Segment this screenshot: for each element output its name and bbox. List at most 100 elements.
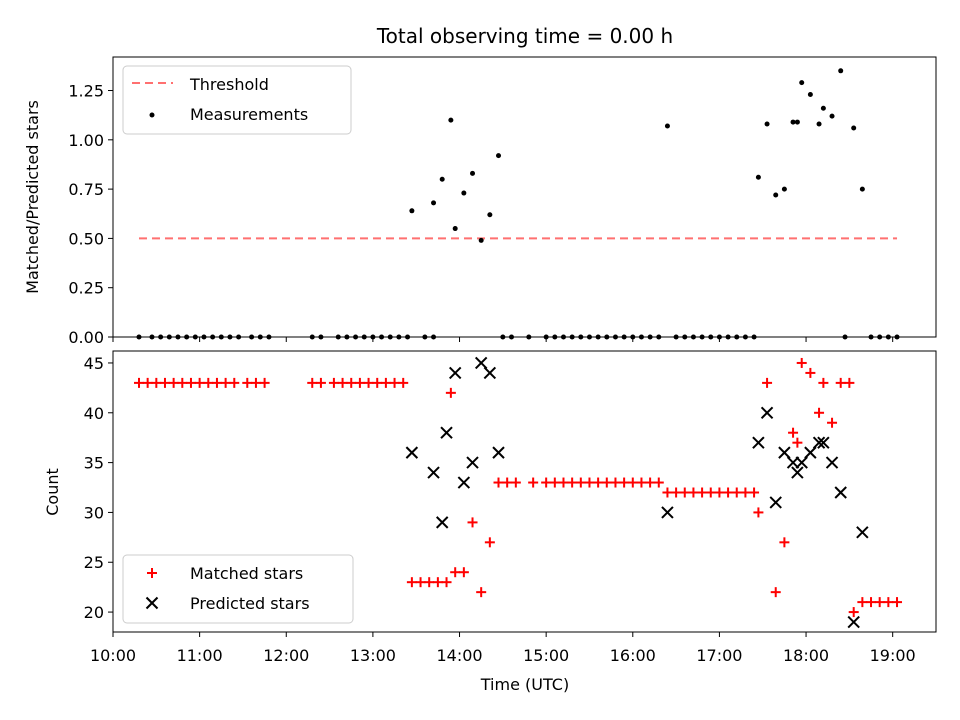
matched-star-point: [645, 477, 656, 488]
ratio-y-tick-label: 1.00: [68, 131, 104, 150]
matched-star-point: [835, 377, 846, 388]
matched-star-point: [220, 377, 231, 388]
matched-star-point: [653, 477, 664, 488]
measurement-point: [799, 80, 805, 86]
predicted-star-point: [856, 526, 869, 539]
matched-star-point: [636, 477, 647, 488]
count-legend-box: [122, 554, 354, 624]
matched-star-point: [372, 377, 383, 388]
ratio-legend: Threshold Measurements: [122, 65, 352, 135]
predicted-star-point: [435, 516, 449, 529]
ratio-y-axis-label: Matched/Predicted stars: [23, 100, 42, 294]
predicted-star-point: [825, 456, 839, 469]
predicted-star-point: [440, 426, 453, 439]
predicted-star-point: [448, 366, 462, 380]
x-tick-label: 12:00: [263, 646, 309, 665]
measurements-legend-label: Measurements: [190, 105, 308, 124]
matched-star-point: [354, 377, 365, 388]
measurement-point: [829, 113, 835, 119]
predicted-star-point: [661, 506, 674, 519]
matched-star-point: [892, 597, 903, 608]
matched-star-point: [185, 377, 196, 388]
matched-star-point: [346, 377, 357, 388]
matched-star-point: [558, 477, 569, 488]
predicted-star-point: [492, 446, 505, 459]
count-x-ticks: 10:00 11:00 12:00 13:00 14:00 15:00 16:00 17:00…: [90, 632, 916, 665]
x-tick-label: 16:00: [610, 646, 656, 665]
matched-star-point: [848, 607, 859, 618]
measurement-point: [664, 123, 670, 129]
matched-star-point: [575, 477, 586, 488]
predicted-star-point: [427, 466, 440, 479]
matched-star-point: [762, 377, 773, 388]
matched-star-point: [151, 377, 162, 388]
ratio-panel: 0.00 0.25 0.50 0.75 1.00 1.25 Matched/Predict…: [23, 56, 937, 347]
count-y-tick-label: 35: [84, 454, 104, 473]
matched-star-point: [779, 537, 790, 548]
matched-star-point: [194, 377, 205, 388]
matched-star-point: [731, 487, 742, 498]
matched-star-point: [467, 517, 478, 528]
matched-star-point: [714, 487, 725, 498]
matched-star-point: [133, 377, 144, 388]
matched-star-point: [805, 367, 816, 378]
matched-star-point: [211, 377, 222, 388]
matched-star-point: [619, 477, 630, 488]
predicted-star-point: [804, 446, 817, 459]
predicted-star-point: [457, 476, 471, 489]
matched-star-point: [827, 417, 838, 428]
measurement-point: [452, 226, 458, 232]
chart-title: Total observing time = 0.00 h: [376, 24, 673, 48]
count-y-tick-label: 40: [84, 404, 104, 423]
predicted-swatch-mark: [145, 596, 159, 610]
matched-star-point: [259, 377, 270, 388]
predicted-star-point: [752, 436, 765, 449]
count-y-ticks: 20 25 30 35 40 45: [84, 354, 113, 622]
matched-star-point: [753, 507, 764, 518]
matched-star-point: [168, 377, 179, 388]
ratio-axes-frame: [112, 56, 937, 338]
measurement-point: [790, 119, 796, 125]
measurement-point: [439, 176, 445, 182]
matched-star-point: [159, 377, 170, 388]
ratio-y-tick-label: 0.50: [68, 229, 104, 248]
matched-star-point: [788, 427, 799, 438]
matched-star-point: [679, 487, 690, 498]
predicted-star-point: [817, 436, 830, 449]
count-y-tick-label: 30: [84, 503, 104, 522]
matched-star-point: [363, 377, 374, 388]
matched-star-point: [493, 477, 504, 488]
ratio-plot-area: [136, 68, 900, 340]
predicted-star-point: [834, 486, 847, 499]
matched-legend-label: Matched stars: [190, 564, 303, 583]
predicted-star-point: [847, 615, 860, 629]
x-tick-label: 13:00: [350, 646, 396, 665]
matched-swatch-mark: [147, 568, 157, 578]
measurement-point: [764, 121, 770, 127]
matched-star-point: [792, 437, 803, 448]
matched-star-point: [796, 357, 807, 368]
measurement-point: [807, 91, 813, 97]
ratio-y-tick-label: 0.00: [68, 328, 104, 347]
matched-star-point: [307, 377, 318, 388]
predicted-star-point: [778, 446, 791, 459]
matched-star-point: [688, 487, 699, 498]
matched-star-point: [627, 477, 638, 488]
count-y-tick-label: 25: [84, 553, 104, 572]
matched-star-point: [567, 477, 578, 488]
x-axis-label: Time (UTC): [480, 675, 569, 694]
matched-star-point: [445, 387, 456, 398]
matched-star-point: [874, 597, 885, 608]
matched-star-point: [549, 477, 560, 488]
matched-star-point: [818, 377, 829, 388]
matched-star-point: [424, 577, 435, 588]
predicted-legend-swatch: [145, 596, 159, 610]
matched-star-point: [441, 577, 452, 588]
matched-star-point: [406, 577, 417, 588]
predicted-star-point: [795, 456, 808, 469]
x-tick-label: 19:00: [870, 646, 916, 665]
measurement-point: [838, 68, 844, 74]
matched-star-point: [250, 377, 261, 388]
count-plot-area: [133, 356, 903, 629]
matched-star-point: [432, 577, 443, 588]
